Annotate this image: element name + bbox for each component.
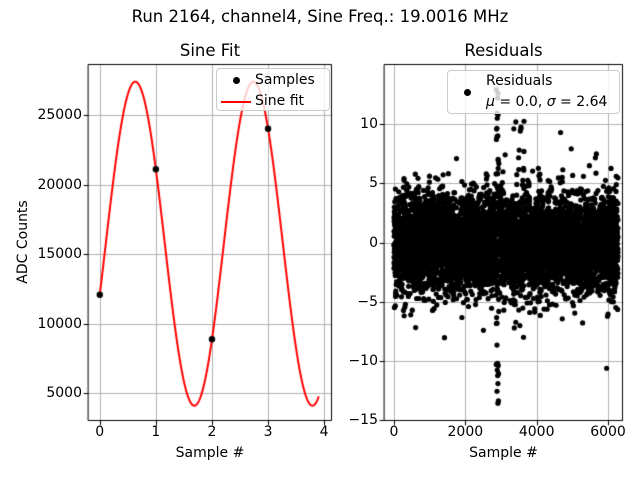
residuals-ytick-label--15: −15 — [348, 411, 378, 428]
sine-fit-ytick-label-25000: 25000 — [37, 107, 82, 124]
legend-entry-sine-fit: Sine fit — [217, 91, 329, 112]
sine-fit-xtick-label-4: 4 — [319, 424, 329, 440]
residuals-xtick-label-2000: 2000 — [447, 424, 484, 440]
residuals-legend-text: Residuals μ = 0.0, σ = 2.64 — [486, 71, 607, 113]
samples-legend-label: Samples — [255, 72, 315, 88]
residuals-dot-icon — [463, 88, 471, 96]
residuals-legend: Residuals μ = 0.0, σ = 2.64 — [447, 70, 620, 114]
adc-counts-axis-label: ADC Counts — [15, 200, 31, 284]
left-sample-axis-label: Sample # — [175, 445, 245, 461]
sine-fit-legend-label: Sine fit — [255, 93, 305, 109]
right-sample-axis-label: Sample # — [469, 445, 538, 461]
sine-fit-xtick-label-2: 2 — [207, 424, 217, 440]
residuals-xtick-label-0: 0 — [389, 424, 399, 440]
sine-fit-legend: Samples Sine fit — [216, 68, 330, 111]
sine-fit-plot-title: Sine Fit — [179, 41, 241, 60]
residuals-ytick-label-5: 5 — [369, 175, 378, 192]
sine-fit-xtick-label-1: 1 — [151, 424, 161, 440]
residuals-ytick-label-10: 10 — [360, 116, 378, 133]
residuals-ytick-label--5: −5 — [357, 293, 378, 310]
legend-entry-samples: Samples — [217, 70, 329, 91]
sine-fit-xtick-label-3: 3 — [263, 424, 273, 440]
samples-marker-handle — [217, 77, 255, 84]
residuals-legend-stats-label: μ = 0.0, σ = 2.64 — [486, 94, 608, 110]
samples-dot-icon — [232, 77, 240, 84]
sine-fit-ytick-label-15000: 15000 — [37, 246, 82, 263]
sine-fit-ytick-label-5000: 5000 — [46, 385, 82, 402]
residuals-legend-label: Residuals — [486, 73, 553, 89]
residuals-ytick-label-0: 0 — [369, 234, 378, 251]
residuals-marker-handle — [448, 88, 486, 96]
residuals-plot-title: Residuals — [464, 41, 543, 60]
residuals-ytick-label--10: −10 — [348, 352, 378, 369]
residuals-xtick-label-6000: 6000 — [590, 424, 626, 440]
sine-fit-ytick-label-20000: 20000 — [37, 176, 82, 193]
sine-fit-ytick-label-10000: 10000 — [37, 315, 82, 332]
figure-title: Run 2164, channel4, Sine Freq.: 19.0016 … — [131, 7, 509, 26]
sine-fit-marker-handle — [217, 100, 255, 103]
residuals-xtick-label-4000: 4000 — [518, 424, 555, 440]
sine-fit-line-icon — [221, 100, 251, 103]
sine-fit-xtick-label-0: 0 — [95, 424, 105, 440]
